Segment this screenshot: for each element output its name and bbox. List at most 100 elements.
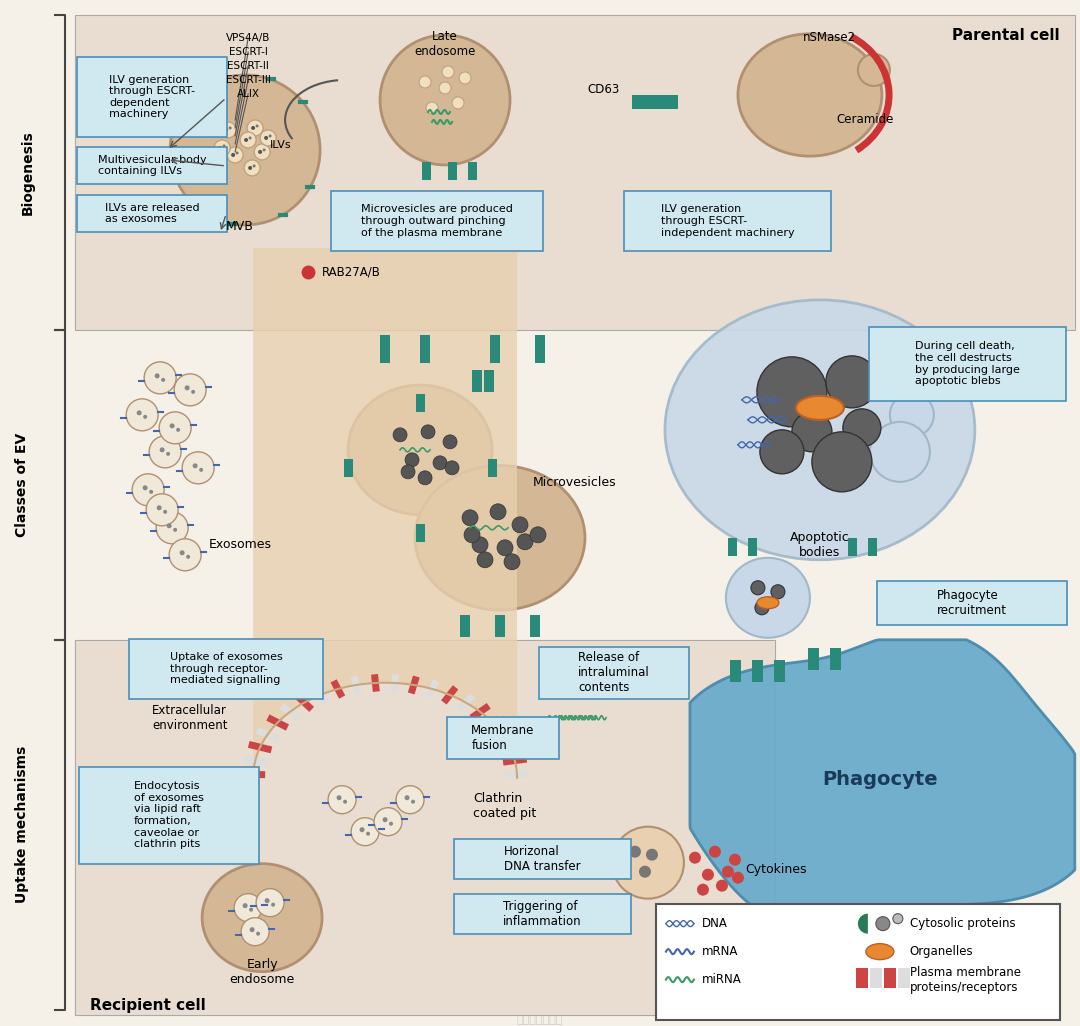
Circle shape <box>374 807 402 836</box>
Circle shape <box>192 464 198 468</box>
Ellipse shape <box>171 75 320 225</box>
Text: ESCRT-I: ESCRT-I <box>229 47 268 57</box>
Circle shape <box>183 451 214 484</box>
Circle shape <box>445 461 459 475</box>
Text: miRNA: miRNA <box>702 973 742 986</box>
Circle shape <box>222 145 226 148</box>
Circle shape <box>144 415 147 419</box>
Text: Uptake of exosomes
through receptor-
mediated signalling: Uptake of exosomes through receptor- med… <box>170 653 283 685</box>
Circle shape <box>732 872 744 883</box>
Circle shape <box>697 883 708 896</box>
Text: Phagocyte: Phagocyte <box>822 771 937 789</box>
Text: DNA: DNA <box>702 917 728 931</box>
Ellipse shape <box>738 34 882 156</box>
Ellipse shape <box>348 385 492 515</box>
Bar <box>648 95 678 109</box>
FancyBboxPatch shape <box>869 327 1066 401</box>
Text: Biogenesis: Biogenesis <box>22 130 36 214</box>
Circle shape <box>882 349 934 401</box>
Circle shape <box>504 554 519 569</box>
Circle shape <box>126 399 158 431</box>
Circle shape <box>262 149 266 152</box>
Circle shape <box>144 362 176 394</box>
Circle shape <box>157 512 188 544</box>
Circle shape <box>708 845 721 858</box>
Text: RAB27A/B: RAB27A/B <box>322 266 381 278</box>
Circle shape <box>229 126 231 129</box>
Text: Early
endosome: Early endosome <box>229 957 295 986</box>
Circle shape <box>137 410 141 416</box>
Circle shape <box>771 585 785 599</box>
Circle shape <box>231 153 235 157</box>
Circle shape <box>199 468 203 472</box>
Circle shape <box>260 130 276 146</box>
Circle shape <box>256 124 258 127</box>
FancyBboxPatch shape <box>77 57 227 136</box>
Circle shape <box>442 66 454 78</box>
Circle shape <box>179 550 185 555</box>
Circle shape <box>143 485 148 490</box>
Circle shape <box>351 818 379 845</box>
Circle shape <box>858 54 890 86</box>
Circle shape <box>760 430 804 474</box>
Circle shape <box>812 432 872 491</box>
Circle shape <box>639 866 651 877</box>
Circle shape <box>234 894 262 921</box>
Text: Apoptotic
bodies: Apoptotic bodies <box>791 530 850 559</box>
Circle shape <box>612 827 684 899</box>
Text: Endocytosis
of exosomes
via lipid raft
formation,
caveolae or
clathrin pits: Endocytosis of exosomes via lipid raft f… <box>134 781 204 850</box>
Circle shape <box>254 144 270 160</box>
Circle shape <box>842 408 881 447</box>
Circle shape <box>269 134 271 137</box>
Text: ILVs are released
as exosomes: ILVs are released as exosomes <box>105 202 200 225</box>
Circle shape <box>389 822 393 826</box>
Circle shape <box>497 540 513 556</box>
Bar <box>345 459 353 477</box>
FancyBboxPatch shape <box>454 894 631 934</box>
Circle shape <box>751 581 765 595</box>
Circle shape <box>464 526 480 543</box>
Circle shape <box>366 832 370 836</box>
Circle shape <box>757 357 827 427</box>
Circle shape <box>869 422 930 482</box>
Circle shape <box>174 373 206 406</box>
Ellipse shape <box>665 300 975 560</box>
Text: Microvesicles: Microvesicles <box>534 476 617 489</box>
Bar <box>808 647 819 670</box>
Bar <box>495 615 505 637</box>
Circle shape <box>512 517 528 532</box>
Text: Cytosolic proteins: Cytosolic proteins <box>909 917 1015 931</box>
Circle shape <box>176 428 180 432</box>
Circle shape <box>689 852 701 864</box>
Text: Clathrin
coated pit: Clathrin coated pit <box>473 792 537 820</box>
Ellipse shape <box>726 558 810 638</box>
Ellipse shape <box>757 597 779 608</box>
Bar <box>422 162 431 180</box>
Text: ESCRT-II: ESCRT-II <box>227 61 269 71</box>
Ellipse shape <box>380 35 510 165</box>
Text: Microvesicles are produced
through outward pinching
of the plasma membrane: Microvesicles are produced through outwa… <box>361 204 513 237</box>
Text: mRNA: mRNA <box>702 945 739 958</box>
Text: Triggering of
inflammation: Triggering of inflammation <box>503 900 582 928</box>
Circle shape <box>405 452 419 467</box>
Circle shape <box>253 164 256 167</box>
Circle shape <box>265 898 270 903</box>
Circle shape <box>265 136 268 140</box>
Bar <box>848 538 856 556</box>
Text: Late
endosome: Late endosome <box>415 30 475 58</box>
Circle shape <box>792 411 832 451</box>
Text: Exosomes: Exosomes <box>208 539 271 551</box>
Polygon shape <box>690 640 1075 931</box>
Circle shape <box>426 102 438 114</box>
FancyBboxPatch shape <box>624 191 831 251</box>
FancyBboxPatch shape <box>877 581 1067 625</box>
Bar <box>632 95 662 109</box>
Polygon shape <box>253 248 517 778</box>
Circle shape <box>249 928 255 933</box>
Circle shape <box>186 555 190 559</box>
Ellipse shape <box>796 396 843 420</box>
Circle shape <box>421 425 435 439</box>
Circle shape <box>225 128 228 132</box>
Circle shape <box>249 908 253 912</box>
FancyBboxPatch shape <box>79 766 259 864</box>
